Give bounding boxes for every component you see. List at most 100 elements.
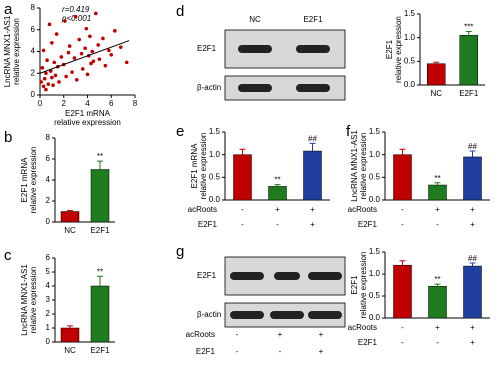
point: [97, 57, 102, 61]
condition-label: E2F1: [196, 347, 216, 356]
y-axis-label: relative expression: [29, 267, 38, 334]
y-axis-label: LncRNA MNX1-AS1: [350, 130, 359, 202]
bar: [233, 154, 252, 201]
y-tick-label: 0.5: [209, 172, 221, 181]
y-axis-label: E2F1 mRNA: [20, 157, 29, 203]
point: [41, 84, 46, 89]
y-tick-label: 2: [31, 68, 36, 77]
point: [90, 49, 95, 54]
condition-value: -: [236, 347, 239, 356]
panel-letter: g: [176, 243, 184, 260]
bar: [303, 150, 322, 201]
error-bar: [465, 31, 472, 36]
blot-row-label: β-actin: [197, 83, 221, 92]
point: [54, 32, 59, 36]
y-axis-label: E2F1: [350, 275, 359, 295]
bar: [427, 63, 446, 86]
error-bar: [239, 148, 246, 155]
condition-value: +: [319, 347, 324, 356]
y-tick-label: 0.0: [369, 195, 381, 204]
condition-label: E2F1: [358, 338, 378, 347]
significance: **: [97, 152, 103, 161]
y-tick-label: 2: [46, 196, 51, 205]
condition-value: -: [401, 205, 404, 214]
condition-value: +: [275, 205, 280, 214]
blot-band: [238, 84, 272, 92]
condition-value: -: [401, 323, 404, 332]
x-tick-label: 2: [62, 99, 67, 108]
condition-value: -: [436, 220, 439, 229]
y-tick-label: 1.5: [369, 247, 381, 256]
point: [67, 44, 72, 48]
x-tick-label: E2F1: [90, 346, 110, 355]
point: [88, 34, 92, 39]
y-tick-label: 0.5: [369, 172, 381, 181]
condition-value: +: [435, 323, 440, 332]
bar: [268, 186, 287, 201]
blot-band: [238, 45, 272, 53]
error-bar: [309, 142, 316, 152]
condition-value: +: [470, 205, 475, 214]
y-tick-label: 0: [31, 90, 36, 99]
point: [66, 50, 71, 55]
blot-band: [296, 84, 330, 92]
condition-label: acRoots: [348, 205, 377, 214]
condition-value: -: [276, 220, 279, 229]
bar: [393, 264, 412, 319]
point: [39, 80, 43, 84]
point: [79, 51, 84, 56]
y-axis-label: E2F1: [385, 39, 394, 59]
point: [57, 80, 61, 84]
y-tick-label: 3: [46, 295, 51, 304]
error-bar: [399, 260, 406, 266]
bar: [60, 327, 80, 343]
point: [80, 67, 85, 71]
blot-band: [230, 311, 264, 319]
y-tick-label: 8: [46, 133, 51, 142]
y-tick-label: 0.0: [369, 313, 381, 322]
y-tick-label: 4: [46, 281, 51, 290]
bar: [463, 156, 482, 201]
blot-band: [296, 45, 330, 53]
condition-value: +: [470, 338, 475, 347]
x-axis-label: relative expression: [54, 118, 121, 127]
y-tick-label: 2: [46, 309, 51, 318]
y-tick-label: 0.0: [209, 195, 221, 204]
point: [52, 60, 57, 65]
y-tick-label: 0: [46, 217, 51, 226]
x-tick-label: NC: [430, 89, 442, 98]
x-tick-label: 4: [85, 99, 90, 108]
error-bar: [67, 325, 73, 328]
condition-value: -: [401, 220, 404, 229]
condition-value: -: [401, 338, 404, 347]
bar: [463, 265, 482, 319]
point: [85, 72, 90, 77]
error-bar: [434, 182, 441, 186]
point: [83, 46, 87, 51]
condition-value: +: [310, 220, 315, 229]
point: [64, 74, 68, 79]
condition-label: E2F1: [198, 220, 218, 229]
panel-letter: e: [176, 123, 184, 140]
x-tick-label: 8: [133, 99, 138, 108]
panel-letter: b: [4, 129, 12, 146]
blot-row-label: E2F1: [197, 271, 217, 280]
point: [63, 19, 67, 23]
point: [42, 76, 47, 81]
significance: ##: [468, 142, 477, 151]
point: [41, 48, 46, 53]
y-tick-label: 6: [31, 25, 36, 34]
y-tick-label: 6: [46, 253, 51, 262]
y-axis-label: LncRNA MNX1-AS1: [20, 264, 29, 336]
bar: [393, 154, 412, 201]
y-axis-label: relative expression: [12, 18, 21, 85]
point: [45, 58, 49, 62]
condition-label: acRoots: [186, 330, 215, 339]
significance: ##: [468, 254, 477, 263]
trend-line: [39, 40, 130, 74]
y-tick-label: 1.5: [209, 127, 221, 136]
point: [109, 52, 114, 57]
significance: **: [97, 267, 103, 276]
x-axis-label: E2F1 mRNA: [65, 109, 111, 118]
